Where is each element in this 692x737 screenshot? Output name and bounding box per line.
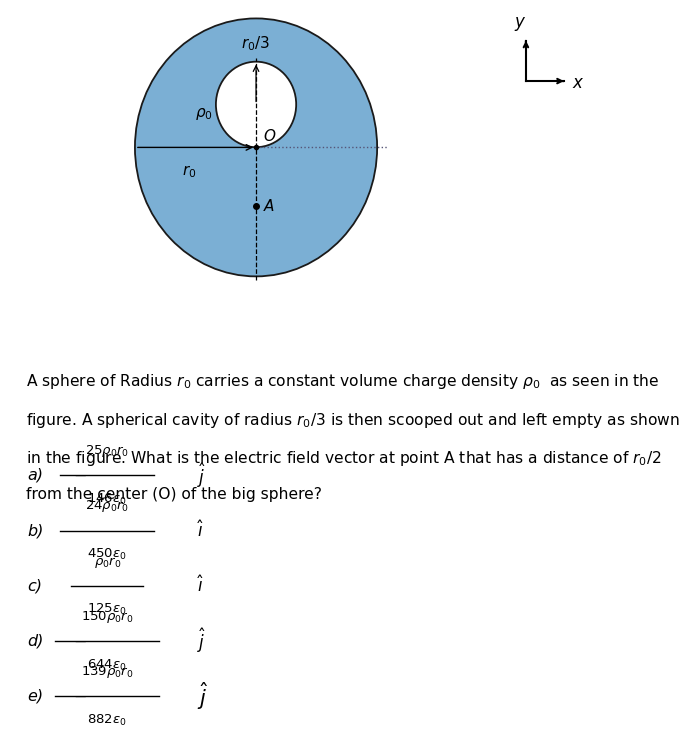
Text: e): e) bbox=[28, 689, 44, 704]
Text: b): b) bbox=[28, 523, 44, 538]
Text: $r_0/3$: $r_0/3$ bbox=[242, 34, 271, 53]
Circle shape bbox=[135, 18, 377, 276]
Text: $\rho_0 r_0$: $\rho_0 r_0$ bbox=[93, 555, 121, 570]
Text: $125\varepsilon_0$: $125\varepsilon_0$ bbox=[87, 602, 127, 617]
Text: $882\varepsilon_0$: $882\varepsilon_0$ bbox=[87, 713, 127, 727]
Text: $644\varepsilon_0$: $644\varepsilon_0$ bbox=[87, 657, 127, 672]
Text: $24\rho_0 r_0$: $24\rho_0 r_0$ bbox=[85, 498, 129, 514]
Text: A sphere of Radius $r_0$ carries a constant volume charge density $\rho_0$  as s: A sphere of Radius $r_0$ carries a const… bbox=[26, 372, 659, 391]
Text: $\hat{j}$: $\hat{j}$ bbox=[197, 461, 206, 489]
Text: d): d) bbox=[28, 634, 44, 649]
Text: $x$: $x$ bbox=[572, 74, 585, 91]
Text: $146\varepsilon_0$: $146\varepsilon_0$ bbox=[87, 492, 127, 506]
Text: c): c) bbox=[28, 579, 43, 593]
Circle shape bbox=[216, 62, 296, 147]
Text: $\hat{\imath}$: $\hat{\imath}$ bbox=[197, 576, 205, 596]
Text: $-$: $-$ bbox=[73, 468, 86, 483]
Text: in the figure. What is the electric field vector at point A that has a distance : in the figure. What is the electric fiel… bbox=[26, 449, 662, 468]
Text: $-$: $-$ bbox=[73, 634, 86, 649]
Text: $y$: $y$ bbox=[514, 15, 527, 33]
Text: $25\rho_0 r_0$: $25\rho_0 r_0$ bbox=[85, 443, 129, 459]
Text: $A$: $A$ bbox=[263, 198, 275, 214]
Text: $150\rho_0 r_0$: $150\rho_0 r_0$ bbox=[81, 609, 134, 625]
Text: $\hat{j}$: $\hat{j}$ bbox=[197, 627, 206, 655]
Text: $450\varepsilon_0$: $450\varepsilon_0$ bbox=[87, 547, 127, 562]
Text: $r_0$: $r_0$ bbox=[182, 164, 197, 181]
Text: $139\rho_0 r_0$: $139\rho_0 r_0$ bbox=[81, 664, 134, 680]
Text: from the center (O) of the big sphere?: from the center (O) of the big sphere? bbox=[26, 487, 322, 502]
Text: $\hat{\imath}$: $\hat{\imath}$ bbox=[197, 520, 205, 541]
Text: a): a) bbox=[28, 468, 44, 483]
Text: $-$: $-$ bbox=[73, 689, 86, 704]
Text: $\hat{j}$: $\hat{j}$ bbox=[197, 681, 208, 712]
Text: $O$: $O$ bbox=[263, 128, 276, 144]
Text: $\rho_0$: $\rho_0$ bbox=[195, 106, 213, 122]
Text: figure. A spherical cavity of radius $r_0/3$ is then scooped out and left empty : figure. A spherical cavity of radius $r_… bbox=[26, 411, 680, 430]
